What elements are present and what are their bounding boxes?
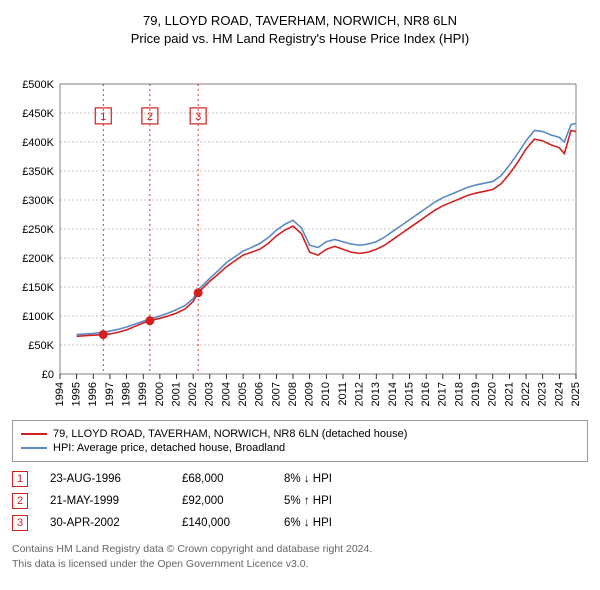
svg-text:1: 1 bbox=[100, 111, 106, 123]
legend-label: 79, LLOYD ROAD, TAVERHAM, NORWICH, NR8 6… bbox=[53, 428, 407, 440]
svg-text:2017: 2017 bbox=[437, 382, 449, 406]
svg-text:2015: 2015 bbox=[403, 382, 415, 406]
svg-text:£450K: £450K bbox=[22, 108, 54, 120]
legend-item: 79, LLOYD ROAD, TAVERHAM, NORWICH, NR8 6… bbox=[21, 427, 579, 441]
svg-text:£150K: £150K bbox=[22, 282, 54, 294]
svg-text:£100K: £100K bbox=[22, 311, 54, 323]
svg-text:1997: 1997 bbox=[104, 382, 116, 406]
sale-marker-box: 3 bbox=[12, 515, 28, 531]
legend-swatch bbox=[21, 447, 47, 449]
chart-title: 79, LLOYD ROAD, TAVERHAM, NORWICH, NR8 6… bbox=[12, 12, 588, 48]
svg-text:2001: 2001 bbox=[170, 382, 182, 406]
sale-price: £92,000 bbox=[182, 495, 262, 507]
svg-text:£200K: £200K bbox=[22, 253, 54, 265]
footnote-line-2: This data is licensed under the Open Gov… bbox=[12, 557, 588, 571]
sale-row: 1 23-AUG-1996 £68,000 8% ↓ HPI bbox=[12, 468, 588, 490]
footnote-line-1: Contains HM Land Registry data © Crown c… bbox=[12, 542, 588, 556]
sale-date: 21-MAY-1999 bbox=[50, 495, 160, 507]
svg-text:2007: 2007 bbox=[270, 382, 282, 406]
svg-text:2: 2 bbox=[147, 111, 153, 123]
title-line-2: Price paid vs. HM Land Registry's House … bbox=[12, 30, 588, 48]
sale-marker-box: 1 bbox=[12, 471, 28, 487]
svg-text:2014: 2014 bbox=[387, 382, 399, 406]
svg-text:2024: 2024 bbox=[553, 382, 565, 406]
footnote: Contains HM Land Registry data © Crown c… bbox=[12, 542, 588, 570]
svg-text:2013: 2013 bbox=[370, 382, 382, 406]
svg-text:2010: 2010 bbox=[320, 382, 332, 406]
svg-text:2012: 2012 bbox=[354, 382, 366, 406]
svg-text:2020: 2020 bbox=[487, 382, 499, 406]
svg-text:£350K: £350K bbox=[22, 166, 54, 178]
svg-text:3: 3 bbox=[195, 111, 201, 123]
svg-text:£250K: £250K bbox=[22, 224, 54, 236]
svg-text:1999: 1999 bbox=[137, 382, 149, 406]
svg-text:2021: 2021 bbox=[503, 382, 515, 406]
sales-table: 1 23-AUG-1996 £68,000 8% ↓ HPI 2 21-MAY-1999 £… bbox=[12, 468, 588, 534]
line-chart-svg: £0 £50K £100K £150K £200K £250K £300K £350K £400… bbox=[12, 54, 588, 414]
sale-row: 2 21-MAY-1999 £92,000 5% ↑ HPI bbox=[12, 490, 588, 512]
svg-text:2002: 2002 bbox=[187, 382, 199, 406]
svg-text:£400K: £400K bbox=[22, 137, 54, 149]
sale-price: £140,000 bbox=[182, 517, 262, 529]
svg-text:2011: 2011 bbox=[337, 382, 349, 406]
svg-text:£0: £0 bbox=[42, 369, 54, 381]
svg-text:2006: 2006 bbox=[254, 382, 266, 406]
svg-text:2004: 2004 bbox=[220, 382, 232, 406]
svg-text:2003: 2003 bbox=[204, 382, 216, 406]
svg-text:1994: 1994 bbox=[54, 382, 66, 406]
title-line-1: 79, LLOYD ROAD, TAVERHAM, NORWICH, NR8 6… bbox=[12, 12, 588, 30]
svg-text:2005: 2005 bbox=[237, 382, 249, 406]
sale-hpi: 8% ↓ HPI bbox=[284, 473, 364, 485]
svg-text:2016: 2016 bbox=[420, 382, 432, 406]
svg-text:2018: 2018 bbox=[453, 382, 465, 406]
legend-item: HPI: Average price, detached house, Broa… bbox=[21, 441, 579, 455]
sale-hpi: 6% ↓ HPI bbox=[284, 517, 364, 529]
svg-text:1996: 1996 bbox=[87, 382, 99, 406]
svg-text:2019: 2019 bbox=[470, 382, 482, 406]
sale-date: 23-AUG-1996 bbox=[50, 473, 160, 485]
svg-text:2000: 2000 bbox=[154, 382, 166, 406]
legend-swatch bbox=[21, 433, 47, 435]
legend: 79, LLOYD ROAD, TAVERHAM, NORWICH, NR8 6… bbox=[12, 420, 588, 462]
legend-label: HPI: Average price, detached house, Broa… bbox=[53, 442, 285, 454]
svg-text:1995: 1995 bbox=[71, 382, 83, 406]
sale-date: 30-APR-2002 bbox=[50, 517, 160, 529]
svg-text:1998: 1998 bbox=[120, 382, 132, 406]
sale-row: 3 30-APR-2002 £140,000 6% ↓ HPI bbox=[12, 512, 588, 534]
svg-text:2009: 2009 bbox=[304, 382, 316, 406]
svg-text:£300K: £300K bbox=[22, 195, 54, 207]
svg-text:2008: 2008 bbox=[287, 382, 299, 406]
chart-area: £0 £50K £100K £150K £200K £250K £300K £350K £400… bbox=[12, 54, 588, 414]
svg-text:£500K: £500K bbox=[22, 79, 54, 91]
svg-text:2023: 2023 bbox=[537, 382, 549, 406]
svg-text:£50K: £50K bbox=[28, 340, 54, 352]
sale-price: £68,000 bbox=[182, 473, 262, 485]
sale-marker-box: 2 bbox=[12, 493, 28, 509]
svg-text:2025: 2025 bbox=[570, 382, 582, 406]
svg-text:2022: 2022 bbox=[520, 382, 532, 406]
sale-hpi: 5% ↑ HPI bbox=[284, 495, 364, 507]
